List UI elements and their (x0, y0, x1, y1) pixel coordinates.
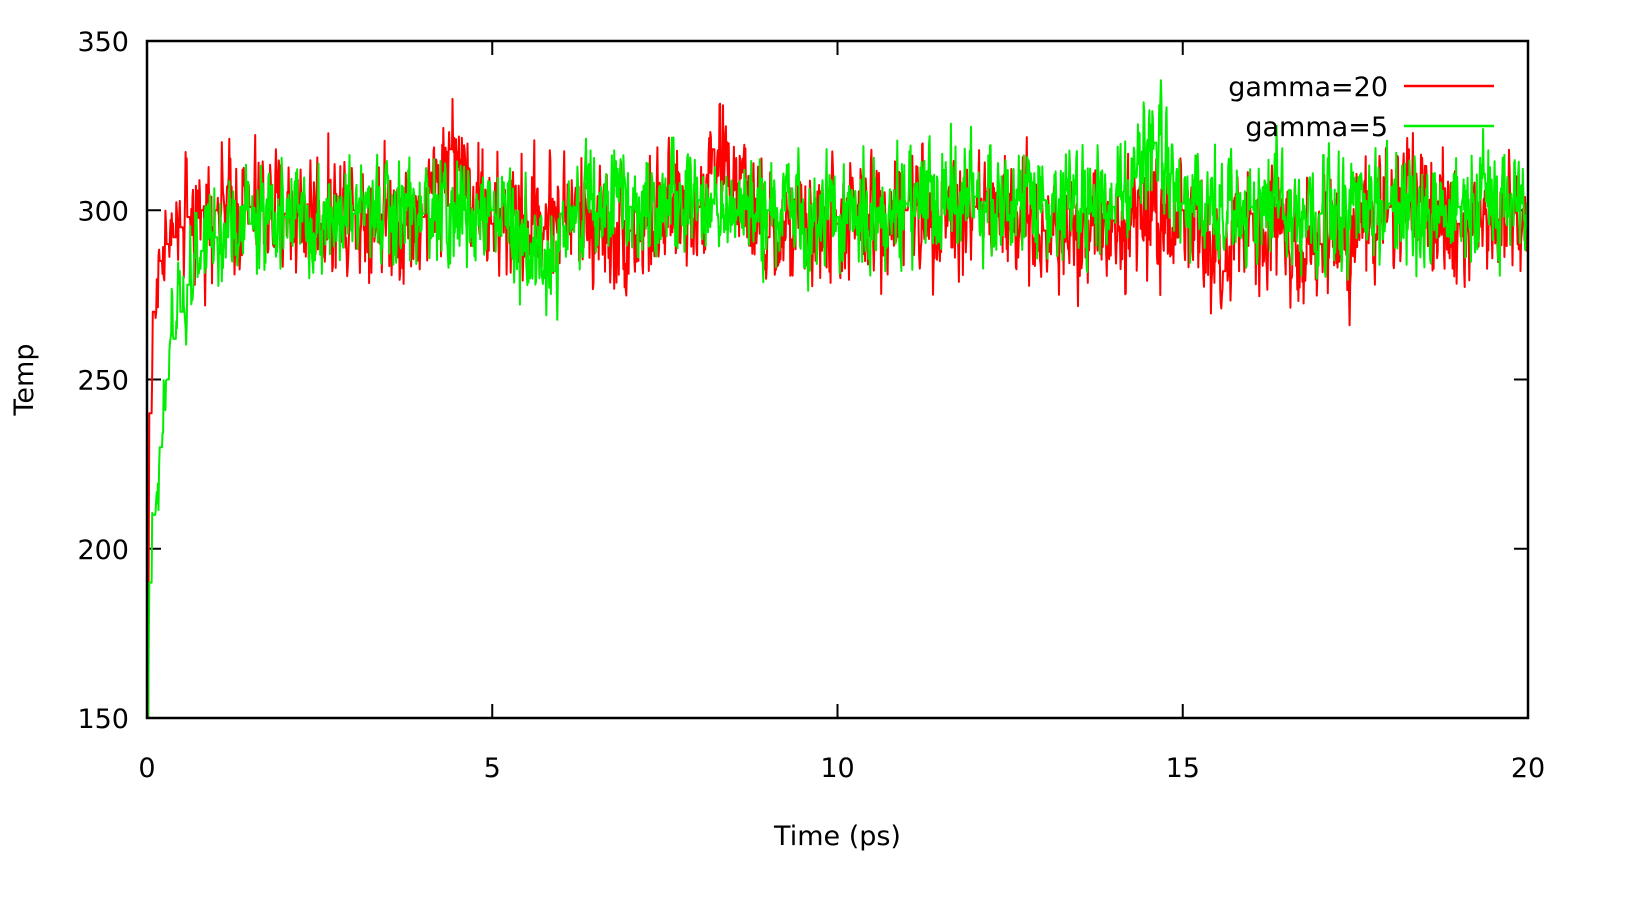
y-tick-label: 350 (77, 27, 129, 58)
x-axis-title: Time (ps) (773, 821, 901, 852)
x-tick-label: 20 (1511, 753, 1545, 784)
plot-frame (145, 39, 1530, 720)
series-layer (146, 79, 1529, 719)
y-tick-label: 150 (77, 704, 129, 735)
series-line-gamma5 (146, 79, 1529, 719)
x-tick-label: 15 (1166, 753, 1200, 784)
y-tick-label: 250 (77, 366, 129, 397)
series-line-gamma20 (146, 97, 1529, 719)
y-axis-title: Temp (9, 344, 40, 417)
x-tick-label: 0 (138, 753, 155, 784)
legend-label: gamma=20 (1228, 72, 1388, 103)
legend: gamma=20 gamma=5 (1228, 72, 1494, 143)
legend-label: gamma=5 (1245, 112, 1388, 143)
y-tick-label: 300 (77, 196, 129, 227)
y-tick-label: 200 (77, 535, 129, 566)
tick-labels: 150 200 250 300 350 0 5 10 15 20 (77, 27, 1545, 784)
x-tick-label: 5 (484, 753, 501, 784)
x-tick-label: 10 (820, 753, 854, 784)
